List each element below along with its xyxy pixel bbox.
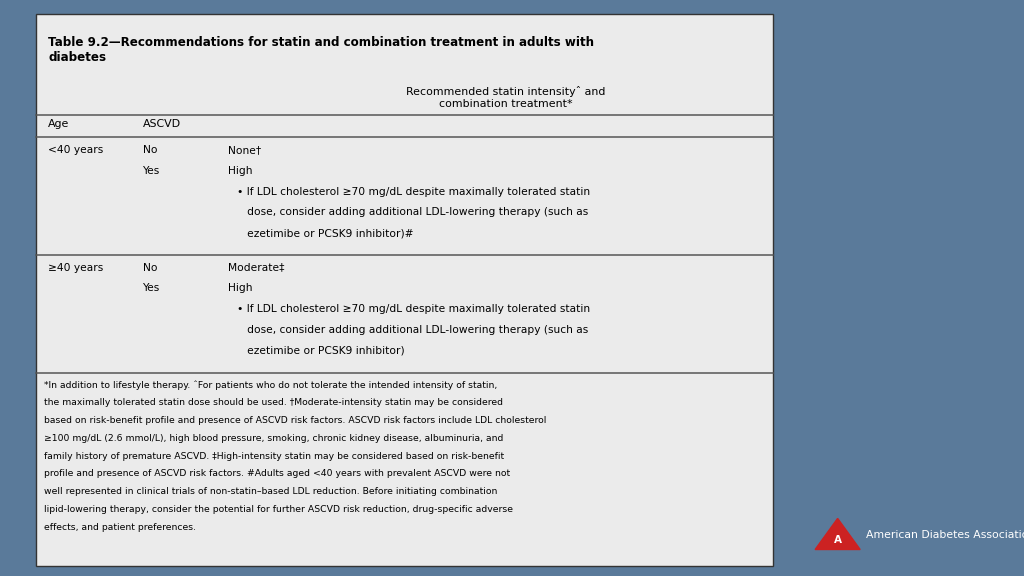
Text: dose, consider adding additional LDL-lowering therapy (such as: dose, consider adding additional LDL-low… — [237, 325, 588, 335]
Text: Moderate‡: Moderate‡ — [228, 263, 285, 272]
Text: No: No — [143, 263, 158, 272]
Text: ezetimibe or PCSK9 inhibitor): ezetimibe or PCSK9 inhibitor) — [237, 346, 404, 355]
Text: Recommended statin intensityˆ and
combination treatment*: Recommended statin intensityˆ and combin… — [407, 86, 605, 109]
Text: Age: Age — [48, 119, 70, 129]
Text: • If LDL cholesterol ≥70 mg/dL despite maximally tolerated statin: • If LDL cholesterol ≥70 mg/dL despite m… — [237, 304, 590, 314]
Text: <40 years: <40 years — [48, 145, 103, 155]
Text: None†: None† — [228, 145, 261, 155]
Text: effects, and patient preferences.: effects, and patient preferences. — [44, 523, 196, 532]
Text: well represented in clinical trials of non-statin–based LDL reduction. Before in: well represented in clinical trials of n… — [44, 487, 498, 497]
Text: High: High — [228, 166, 253, 176]
Text: Yes: Yes — [143, 166, 161, 176]
Polygon shape — [815, 518, 860, 550]
Text: ≥100 mg/dL (2.6 mmol/L), high blood pressure, smoking, chronic kidney disease, a: ≥100 mg/dL (2.6 mmol/L), high blood pres… — [44, 434, 504, 443]
Text: based on risk-benefit profile and presence of ASCVD risk factors. ASCVD risk fac: based on risk-benefit profile and presen… — [44, 416, 547, 425]
Text: ezetimibe or PCSK9 inhibitor)#: ezetimibe or PCSK9 inhibitor)# — [237, 228, 413, 238]
Text: dose, consider adding additional LDL-lowering therapy (such as: dose, consider adding additional LDL-low… — [237, 207, 588, 217]
Text: profile and presence of ASCVD risk factors. #Adults aged <40 years with prevalen: profile and presence of ASCVD risk facto… — [44, 469, 510, 479]
Text: High: High — [228, 283, 253, 293]
FancyBboxPatch shape — [36, 14, 773, 566]
Text: A: A — [834, 535, 842, 545]
Text: lipid-lowering therapy, consider the potential for further ASCVD risk reduction,: lipid-lowering therapy, consider the pot… — [44, 505, 513, 514]
Text: *In addition to lifestyle therapy. ˆFor patients who do not tolerate the intende: *In addition to lifestyle therapy. ˆFor … — [44, 380, 498, 389]
Text: American Diabetes Association.: American Diabetes Association. — [866, 529, 1024, 540]
Text: No: No — [143, 145, 158, 155]
Text: the maximally tolerated statin dose should be used. †Moderate-intensity statin m: the maximally tolerated statin dose shou… — [44, 398, 503, 407]
Text: ASCVD: ASCVD — [143, 119, 181, 129]
Text: Yes: Yes — [143, 283, 161, 293]
Text: ≥40 years: ≥40 years — [48, 263, 103, 272]
Text: • If LDL cholesterol ≥70 mg/dL despite maximally tolerated statin: • If LDL cholesterol ≥70 mg/dL despite m… — [237, 187, 590, 196]
Text: family history of premature ASCVD. ‡High-intensity statin may be considered base: family history of premature ASCVD. ‡High… — [44, 452, 504, 461]
Text: Table 9.2—Recommendations for statin and combination treatment in adults with
di: Table 9.2—Recommendations for statin and… — [48, 36, 594, 64]
